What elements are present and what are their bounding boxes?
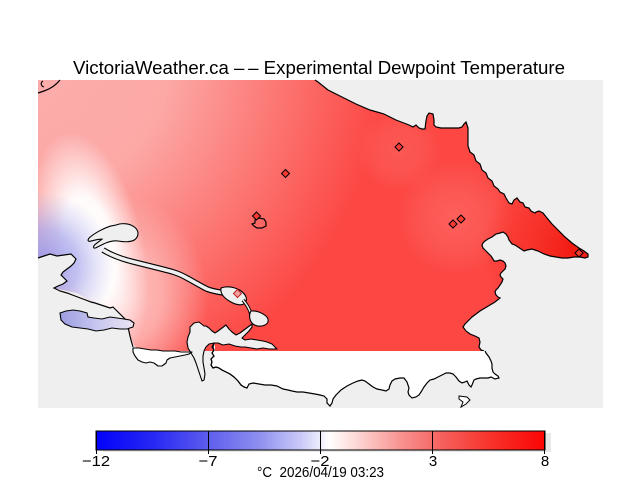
svg-text:VictoriaWeather.ca – – Experim: VictoriaWeather.ca – – Experimental Dewp… <box>73 58 565 78</box>
svg-text:−12: −12 <box>82 453 110 470</box>
svg-text:−7: −7 <box>199 453 218 470</box>
svg-text:3: 3 <box>429 453 437 470</box>
svg-text:°C 2026/04/19 03:23: °C 2026/04/19 03:23 <box>257 464 384 480</box>
svg-text:−2: −2 <box>311 453 330 470</box>
svg-text:8: 8 <box>541 453 549 470</box>
